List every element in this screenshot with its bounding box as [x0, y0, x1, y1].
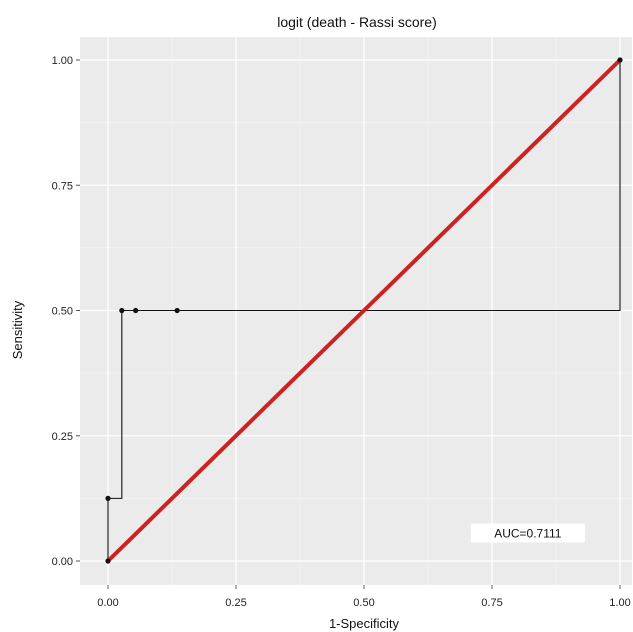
x-tick-label: 0.75 — [481, 597, 502, 609]
roc-point-marker — [133, 307, 139, 314]
y-tick-label: 1.00 — [52, 55, 73, 67]
auc-annotation: AUC=0.7111 — [494, 526, 562, 540]
reference-diagonal-line — [106, 58, 622, 563]
x-tick-label: 1.00 — [609, 597, 630, 609]
roc-point-marker — [105, 495, 111, 501]
x-axis-title: 1-Specificity — [329, 616, 400, 631]
annotation-layer: AUC=0.7111 — [470, 523, 585, 543]
chart-title: logit (death - Rassi score) — [277, 14, 437, 30]
y-tick-label: 0.75 — [52, 180, 73, 192]
roc-point-marker — [174, 307, 180, 314]
series-layer — [105, 57, 623, 564]
tick-layer: 0.00 0.25 0.50 0.75 1.00 0.00 0.25 0.50 0.75 1.00 — [52, 55, 631, 609]
roc-point-marker — [119, 307, 125, 314]
x-tick-label: 0.50 — [353, 597, 374, 609]
y-tick-label: 0.00 — [52, 556, 73, 568]
roc-point-marker — [105, 558, 111, 564]
y-axis-title: Sensitivity — [10, 300, 25, 359]
auc-annotation-box — [470, 523, 585, 543]
x-tick-label: 0.00 — [97, 597, 118, 609]
y-tick-label: 0.25 — [52, 431, 73, 443]
x-tick-label: 0.25 — [225, 597, 246, 609]
roc-point-marker — [617, 57, 623, 63]
y-tick-label: 0.50 — [52, 306, 73, 318]
